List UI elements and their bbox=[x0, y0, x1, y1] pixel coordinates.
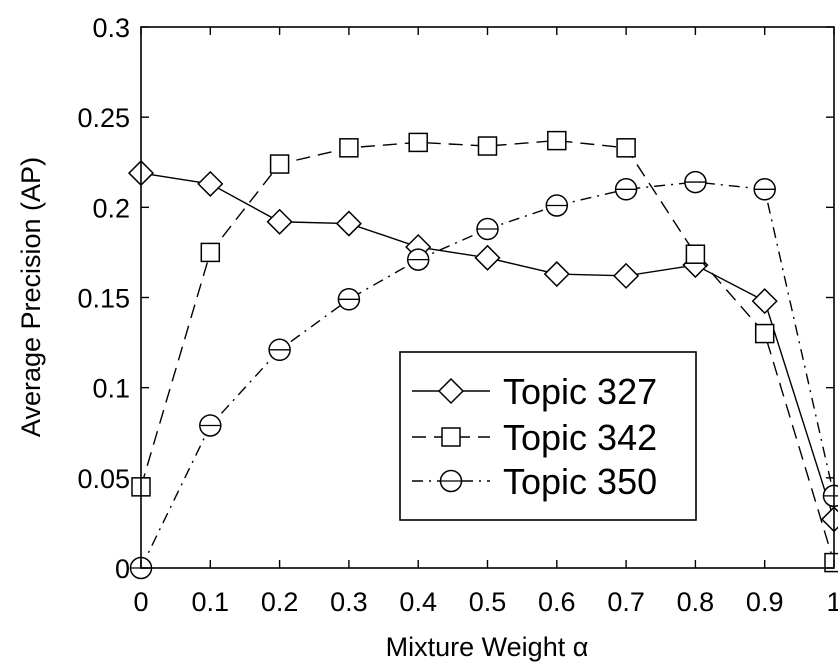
legend-label: Topic 327 bbox=[503, 371, 657, 412]
x-tick-label: 0.7 bbox=[607, 587, 645, 617]
legend-label: Topic 350 bbox=[503, 461, 657, 502]
diamond-marker bbox=[474, 244, 501, 271]
legend-entry: Topic 327 bbox=[412, 371, 657, 412]
x-tick-label: 0.6 bbox=[538, 587, 576, 617]
square-marker bbox=[754, 323, 775, 344]
legend-circle-icon bbox=[439, 469, 463, 493]
x-tick-label: 0.5 bbox=[469, 587, 507, 617]
diamond-marker bbox=[613, 262, 640, 289]
y-tick-label: 0 bbox=[115, 554, 130, 584]
tick-layer bbox=[140, 26, 835, 569]
series-topic-342 bbox=[131, 130, 838, 573]
circle-marker bbox=[684, 170, 707, 194]
legend-label: Topic 342 bbox=[503, 417, 657, 458]
x-tick-label: 1 bbox=[826, 587, 838, 617]
square-marker bbox=[685, 244, 706, 264]
series-line bbox=[140, 139, 835, 563]
series-topic-350 bbox=[129, 170, 838, 580]
y-tick-label: 0.2 bbox=[92, 193, 130, 223]
square-marker bbox=[339, 138, 359, 158]
circle-marker bbox=[406, 248, 430, 271]
square-marker bbox=[408, 132, 428, 153]
square-marker bbox=[616, 138, 636, 158]
square-marker bbox=[269, 154, 290, 174]
series-layer bbox=[127, 130, 838, 580]
x-axis-title: Mixture Weight α bbox=[386, 632, 589, 662]
legend-square-icon bbox=[441, 427, 461, 447]
diamond-marker bbox=[197, 170, 224, 197]
x-tick-label: 0.8 bbox=[677, 587, 715, 617]
x-tick-label: 0.2 bbox=[261, 587, 299, 617]
y-axis-title: Average Precision (AP) bbox=[16, 157, 46, 437]
square-marker bbox=[200, 242, 221, 263]
y-tick-label: 0.1 bbox=[92, 374, 130, 404]
x-tick-label: 0 bbox=[133, 587, 148, 617]
diamond-marker bbox=[751, 288, 778, 315]
square-marker bbox=[824, 552, 838, 573]
square-marker bbox=[547, 130, 567, 151]
diamond-marker bbox=[266, 208, 293, 235]
circle-marker bbox=[337, 288, 361, 311]
circle-marker bbox=[822, 484, 838, 508]
circle-marker bbox=[614, 178, 638, 201]
x-tick-label: 0.3 bbox=[330, 587, 368, 617]
y-tick-labels: 0 0.05 0.1 0.15 0.2 0.25 0.3 bbox=[77, 13, 130, 584]
diamond-marker bbox=[543, 260, 570, 288]
legend-entry: Topic 342 bbox=[412, 417, 657, 458]
y-tick-label: 0.3 bbox=[92, 13, 130, 43]
legend-diamond-icon bbox=[437, 377, 465, 405]
y-tick-label: 0.25 bbox=[77, 103, 130, 133]
y-tick-label: 0.15 bbox=[77, 284, 130, 314]
x-tick-label: 0.1 bbox=[192, 587, 230, 617]
x-tick-label: 0.4 bbox=[399, 587, 437, 617]
x-tick-labels: 0 0.1 0.2 0.3 0.4 0.5 0.6 0.7 0.8 0.9 1 bbox=[133, 587, 838, 617]
circle-marker bbox=[753, 178, 776, 201]
square-marker bbox=[477, 136, 498, 156]
legend-entry: Topic 350 bbox=[412, 461, 657, 502]
diamond-marker bbox=[335, 210, 362, 237]
y-tick-label: 0.05 bbox=[77, 464, 130, 494]
circle-marker bbox=[545, 194, 569, 217]
circle-marker bbox=[268, 338, 291, 362]
circle-marker bbox=[476, 217, 499, 241]
x-tick-label: 0.9 bbox=[746, 587, 784, 617]
circle-marker bbox=[199, 414, 222, 437]
